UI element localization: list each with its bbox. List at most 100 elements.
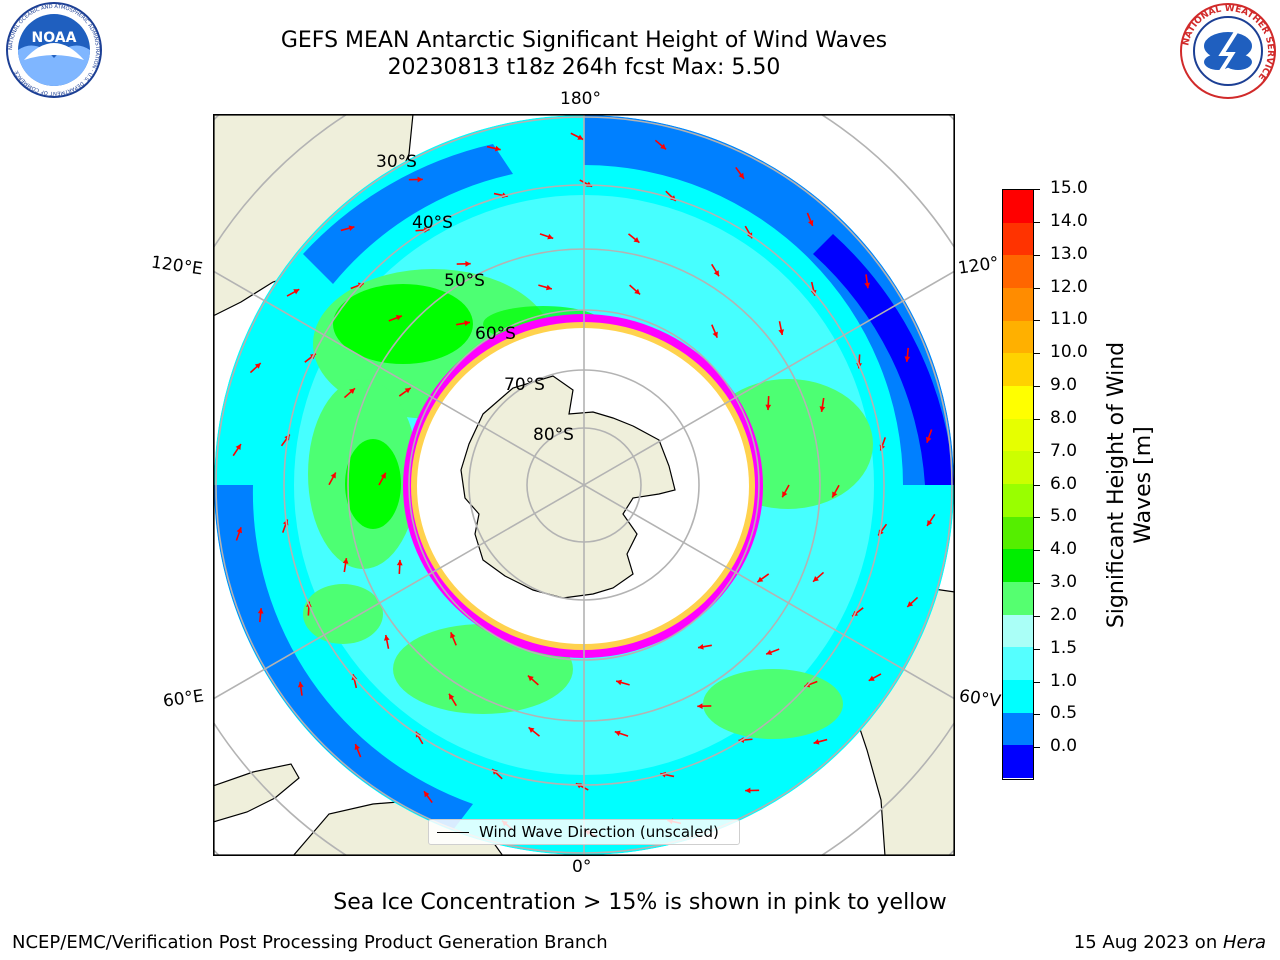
wind-arrow-head [546,284,552,291]
colorbar-tick-mark [1034,484,1040,486]
wind-arrow-head [417,176,423,183]
lat-label-40s: 40°S [412,213,453,233]
colorbar-tick-label: 8.0 [1050,407,1078,428]
colorbar-label-line1: Significant Height of Wind [1104,341,1129,629]
colorbar-tick-mark [1034,451,1040,453]
wind-arrow-head [354,744,361,751]
wind-arrow-head [380,472,386,479]
colorbar-segment [1003,483,1033,517]
nws-logo: NATIONAL WEATHER SERVICE [1180,3,1276,99]
colorbar-label: Significant Height of Wind Waves [m] [1103,342,1157,628]
colorbar-tick-label: 11.0 [1050,309,1088,330]
lon-label-60e: 60°E [161,686,206,712]
lon-label-120e: 120°E [149,252,204,280]
colorbar-tick-label: 15.0 [1050,178,1088,198]
colorbar-segment [1003,385,1033,419]
wind-arrow-head [236,527,243,534]
colorbar-tick-mark [1034,353,1040,355]
wind-arrow-head [254,363,261,369]
colorbar-segment [1003,549,1033,582]
wind-arrow-head [745,787,751,794]
colorbar-tick-label: 5.0 [1050,506,1078,527]
wind-arrow-head [738,172,744,179]
wind-arrow-head [449,693,455,700]
wind-arrow-head [404,387,411,394]
wind-arrow-head [616,679,622,686]
chart-title: GEFS MEAN Antarctic Significant Height o… [280,28,888,53]
colorbar-segment [1003,222,1033,256]
graticule [214,115,954,855]
wind-arrow-head [349,388,355,394]
colorbar-segment [1003,581,1033,615]
wind-arrow-head [907,601,914,607]
colorbar-segment [1003,451,1033,484]
colorbar-segment [1003,647,1033,680]
wind-arrow-head [697,703,703,710]
wind-arrow-head [927,520,933,526]
wind-arrow-head [698,643,704,650]
colorbar-tick-mark [1034,648,1040,650]
wind-arrow-head [778,329,785,336]
wind-arrow-head [633,237,640,243]
wind-arrow-head [293,289,300,295]
wind-arrow-head [864,282,871,289]
colorbar-tick-label: 1.0 [1050,670,1078,691]
colorbar-tick-label: 6.0 [1050,473,1078,494]
colorbar-segment [1003,190,1033,223]
colorbar-tick-mark [1034,615,1040,617]
wind-arrow-head [813,576,819,582]
wind-arrow-head [782,491,788,498]
colorbar-segment [1003,679,1033,713]
colorbar-tick-mark [1034,681,1040,683]
wind-arrow-head [297,681,304,688]
colorbar-segment [1003,320,1033,354]
wind-arrow-head [904,356,911,362]
colorbar-tick-label: 3.0 [1050,572,1078,592]
date-host: Hera [1222,932,1266,953]
legend-line-swatch [437,832,469,833]
colorbar-tick-label: 14.0 [1050,210,1088,231]
wind-arrow-head [383,634,390,641]
colorbar-tick-mark [1034,550,1040,552]
lat-label-80s: 80°S [533,425,574,445]
wind-arrow-head [868,675,875,681]
colorbar-tick-mark [1034,714,1040,716]
colorbar-tick-label: 9.0 [1050,375,1078,395]
lon-label-180: 180° [560,89,601,109]
wind-arrow-head [660,143,667,150]
colorbar-tick-label: 13.0 [1050,243,1088,264]
lat-label-50s: 50°S [444,271,485,291]
wind-arrow-head [766,649,773,655]
wind-arrow-head [713,270,719,277]
colorbar-tick-label: 12.0 [1050,276,1088,297]
date-text: 15 Aug 2023 on Hera [1074,932,1266,953]
colorbar-tick-mark [1034,747,1040,749]
colorbar-ticks: 15.0 14.0 13.0 12.0 11.0 10.0 9.0 8.0 7.0 6.0 5.0 4… [1034,178,1114,780]
wind-arrow-head [395,315,402,321]
wind-arrow-head [819,406,826,412]
colorbar-label-line2: Waves [m] [1131,426,1156,544]
colorbar-tick-label: 2.0 [1050,604,1078,625]
colorbar-tick-label: 10.0 [1050,342,1088,363]
wind-arrow-head [424,791,430,798]
colorbar-segment [1003,418,1033,452]
wind-arrow-head [396,559,403,566]
colorbar-segment [1003,516,1033,550]
lat-label-60s: 60°S [475,324,516,344]
chart-subtitle: 20230813 t18z 264h fcst Max: 5.50 [387,55,781,80]
wind-arrow-head [712,331,718,338]
colorbar-tick-label: 0.0 [1050,736,1078,757]
wind-arrow-head [832,491,838,498]
wind-arrow-head [614,730,621,737]
colorbar-tick-label: 7.0 [1050,440,1078,461]
colorbar-tick-mark [1034,583,1040,584]
lon-label-60w: 60°V [957,686,1002,712]
wind-arrow-head [235,444,241,450]
sea-ice-note: Sea Ice Concentration > 15% is shown in … [333,890,947,915]
colorbar-segment [1003,353,1033,386]
wind-arrow-head [765,404,772,411]
colorbar-tick-mark [1034,221,1040,223]
colorbar-segment [1003,255,1033,288]
lat-label-30s: 30°S [376,152,417,172]
colorbar-tick-label: 1.5 [1050,637,1078,658]
